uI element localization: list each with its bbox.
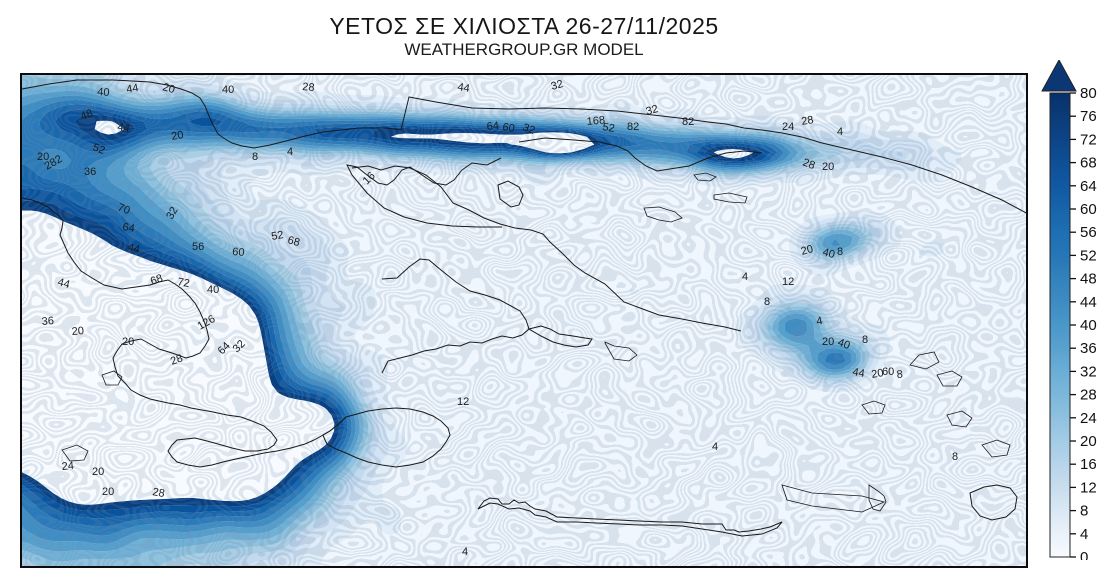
svg-text:12: 12	[782, 276, 794, 288]
svg-text:64: 64	[216, 340, 233, 357]
svg-text:60: 60	[232, 246, 245, 259]
svg-text:68: 68	[286, 234, 301, 249]
svg-text:44: 44	[1080, 294, 1097, 311]
svg-text:28: 28	[801, 157, 817, 172]
svg-text:20: 20	[822, 161, 834, 173]
svg-text:16: 16	[361, 170, 378, 187]
svg-text:44: 44	[125, 82, 139, 96]
svg-text:20: 20	[102, 486, 114, 498]
svg-text:68: 68	[1080, 155, 1097, 172]
svg-text:40: 40	[821, 246, 836, 261]
svg-text:32: 32	[645, 103, 660, 118]
svg-text:4: 4	[712, 441, 718, 453]
svg-text:56: 56	[1080, 224, 1097, 241]
svg-text:70: 70	[116, 202, 132, 217]
svg-text:40: 40	[207, 284, 219, 296]
svg-text:4: 4	[287, 146, 293, 158]
svg-text:56: 56	[192, 241, 204, 253]
svg-text:20: 20	[71, 325, 84, 338]
svg-text:20: 20	[1080, 433, 1097, 450]
svg-text:82: 82	[627, 121, 639, 133]
svg-text:4: 4	[462, 546, 468, 558]
svg-text:52: 52	[1080, 247, 1097, 264]
svg-text:36: 36	[84, 166, 96, 178]
svg-text:44: 44	[126, 241, 141, 256]
svg-text:4: 4	[1080, 526, 1088, 543]
svg-text:60: 60	[501, 121, 515, 135]
svg-text:44: 44	[851, 366, 865, 380]
svg-text:40: 40	[222, 84, 234, 96]
svg-text:12: 12	[1080, 479, 1097, 496]
svg-text:20: 20	[800, 243, 815, 258]
svg-text:0: 0	[1080, 549, 1088, 560]
svg-text:32: 32	[1080, 363, 1097, 380]
svg-text:28: 28	[800, 114, 814, 128]
svg-text:40: 40	[836, 337, 852, 352]
svg-text:36: 36	[41, 315, 54, 328]
svg-text:76: 76	[1080, 108, 1097, 125]
svg-text:32: 32	[521, 122, 537, 137]
svg-text:8: 8	[837, 246, 843, 258]
svg-text:8: 8	[952, 451, 958, 463]
svg-text:12: 12	[457, 396, 469, 408]
svg-text:8: 8	[862, 334, 868, 346]
svg-text:48: 48	[79, 107, 95, 122]
svg-text:28: 28	[1080, 387, 1097, 404]
svg-text:24: 24	[61, 460, 74, 473]
svg-text:60: 60	[882, 366, 894, 378]
svg-text:44: 44	[56, 276, 71, 291]
svg-text:72: 72	[1080, 131, 1097, 148]
svg-text:20: 20	[170, 129, 184, 143]
svg-text:52: 52	[601, 121, 615, 135]
svg-text:82: 82	[682, 116, 694, 128]
svg-text:126: 126	[196, 313, 218, 333]
svg-text:28: 28	[151, 486, 165, 500]
svg-text:52: 52	[91, 142, 107, 157]
svg-text:36: 36	[1080, 340, 1097, 357]
svg-text:16: 16	[1080, 456, 1097, 473]
svg-text:28: 28	[302, 81, 315, 94]
svg-text:8: 8	[764, 296, 770, 308]
svg-text:64: 64	[1080, 178, 1097, 195]
svg-text:64: 64	[486, 120, 499, 133]
svg-text:4: 4	[837, 126, 843, 138]
svg-text:68: 68	[149, 272, 165, 287]
svg-text:20: 20	[92, 466, 104, 478]
svg-text:72: 72	[176, 276, 190, 290]
svg-text:60: 60	[1080, 201, 1097, 218]
svg-text:44: 44	[116, 121, 130, 135]
svg-text:48: 48	[1080, 271, 1097, 288]
svg-text:80: 80	[1080, 85, 1097, 102]
svg-text:24: 24	[782, 121, 794, 133]
svg-text:8: 8	[252, 151, 258, 163]
svg-text:32: 32	[550, 78, 565, 93]
svg-text:28: 28	[169, 352, 185, 367]
svg-text:32: 32	[231, 338, 248, 355]
svg-text:24: 24	[1080, 410, 1097, 427]
svg-text:8: 8	[1080, 503, 1088, 520]
svg-text:4: 4	[742, 271, 748, 283]
svg-text:32: 32	[164, 205, 181, 222]
svg-text:8: 8	[896, 369, 903, 381]
svg-text:44: 44	[456, 81, 470, 95]
svg-text:20: 20	[122, 336, 134, 348]
svg-text:40: 40	[1080, 317, 1097, 334]
svg-text:4: 4	[815, 315, 823, 328]
svg-text:64: 64	[121, 221, 135, 235]
svg-text:20: 20	[822, 336, 834, 348]
svg-text:20: 20	[161, 81, 176, 96]
svg-text:40: 40	[97, 86, 110, 99]
svg-text:52: 52	[270, 229, 284, 243]
